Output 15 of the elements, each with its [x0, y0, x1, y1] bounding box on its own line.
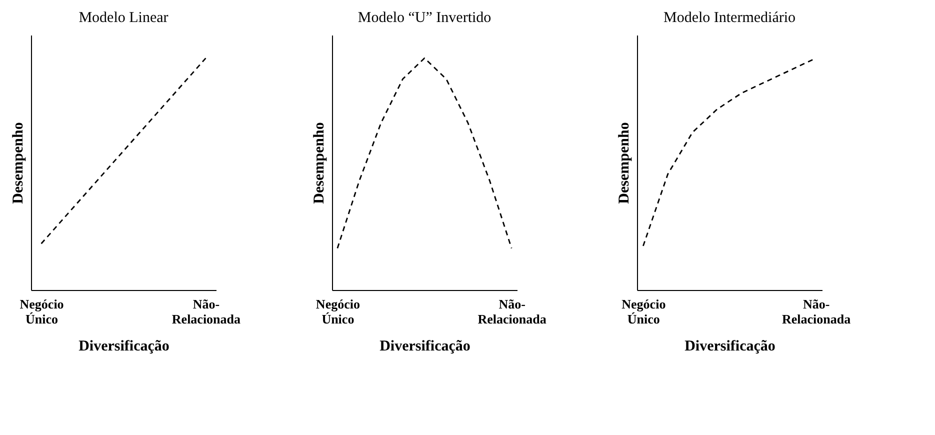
x-tick-label: Não-Relacionada — [172, 296, 242, 326]
x-axis-title: Diversificação — [78, 338, 170, 354]
x-tick-label: Negócio Único — [20, 296, 64, 326]
x-tick-label: Não-Relacionada — [782, 296, 852, 326]
y-axis-title: Desempenho — [616, 122, 632, 204]
chart-title: Modelo “U” Invertido — [358, 10, 492, 26]
y-axis-title: Desempenho — [10, 122, 26, 204]
chart-title: Modelo Linear — [78, 10, 168, 26]
x-tick-label: Negócio Único — [622, 296, 666, 326]
x-axis-title: Diversificação — [684, 338, 776, 354]
x-tick-label: Não-Relacionada — [478, 296, 547, 326]
chart-title: Modelo Intermediário — [663, 10, 796, 26]
x-axis-title: Diversificação — [380, 338, 470, 354]
x-tick-label: Negócio Único — [316, 296, 360, 326]
y-axis-title: Desempenho — [312, 122, 328, 204]
